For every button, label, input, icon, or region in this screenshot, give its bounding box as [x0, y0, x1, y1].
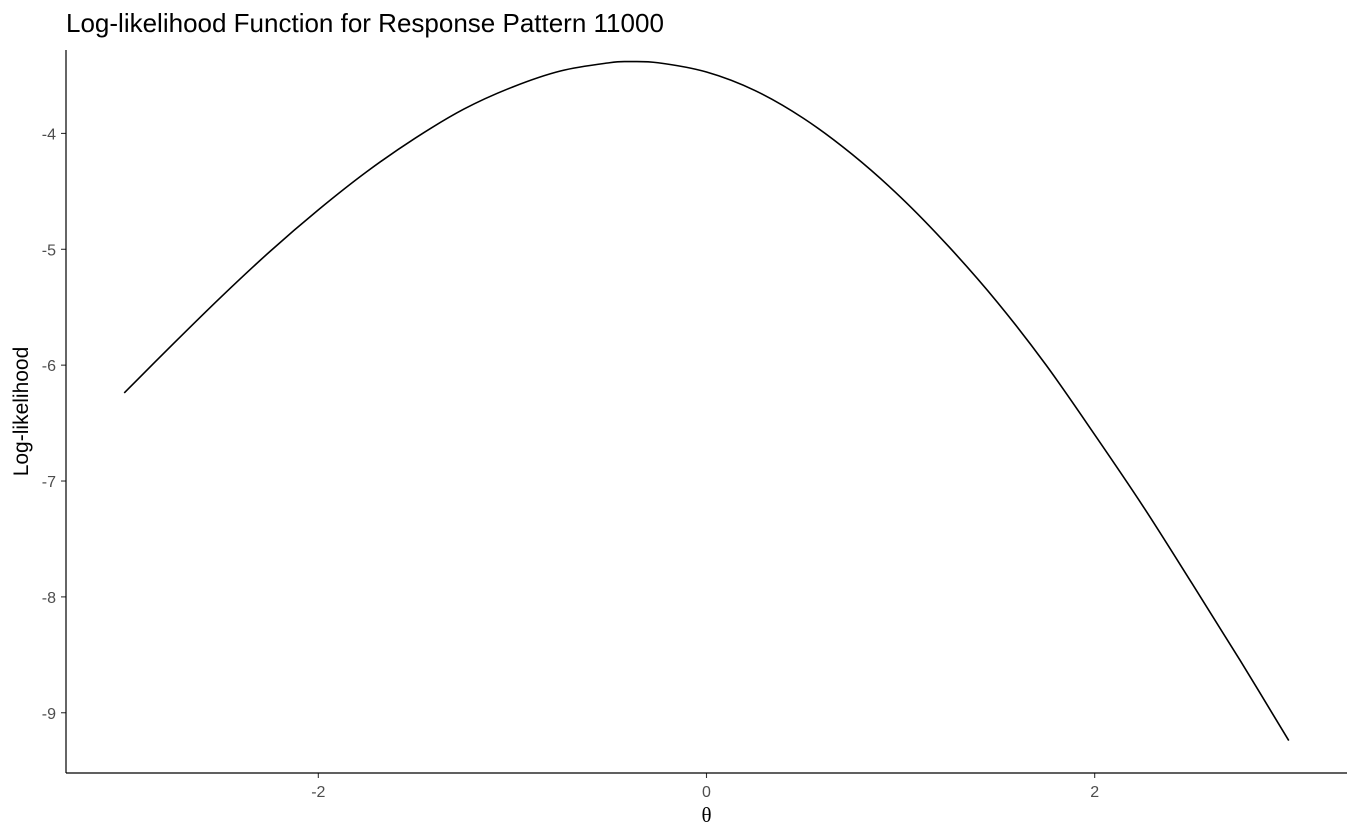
y-tick-label: -5 [42, 242, 56, 259]
y-tick-label: -9 [42, 706, 56, 723]
y-tick-label: -6 [42, 358, 56, 375]
x-tick-label: 2 [1090, 784, 1099, 801]
y-axis-title: Log-likelihood [10, 347, 33, 477]
y-axis-ticks: -4 -5 -6 -7 -8 -9 [42, 126, 66, 723]
y-tick-label: -8 [42, 590, 56, 607]
y-tick-label: -7 [42, 474, 56, 491]
x-axis-ticks: -2 0 2 [311, 773, 1099, 801]
x-tick-label: 0 [702, 784, 711, 801]
log-likelihood-curve [123, 60, 1290, 741]
y-tick-label: -4 [42, 126, 56, 143]
x-tick-label: -2 [311, 784, 325, 801]
x-axis-title: θ [701, 803, 711, 827]
chart-title: Log-likelihood Function for Response Pat… [66, 8, 664, 38]
